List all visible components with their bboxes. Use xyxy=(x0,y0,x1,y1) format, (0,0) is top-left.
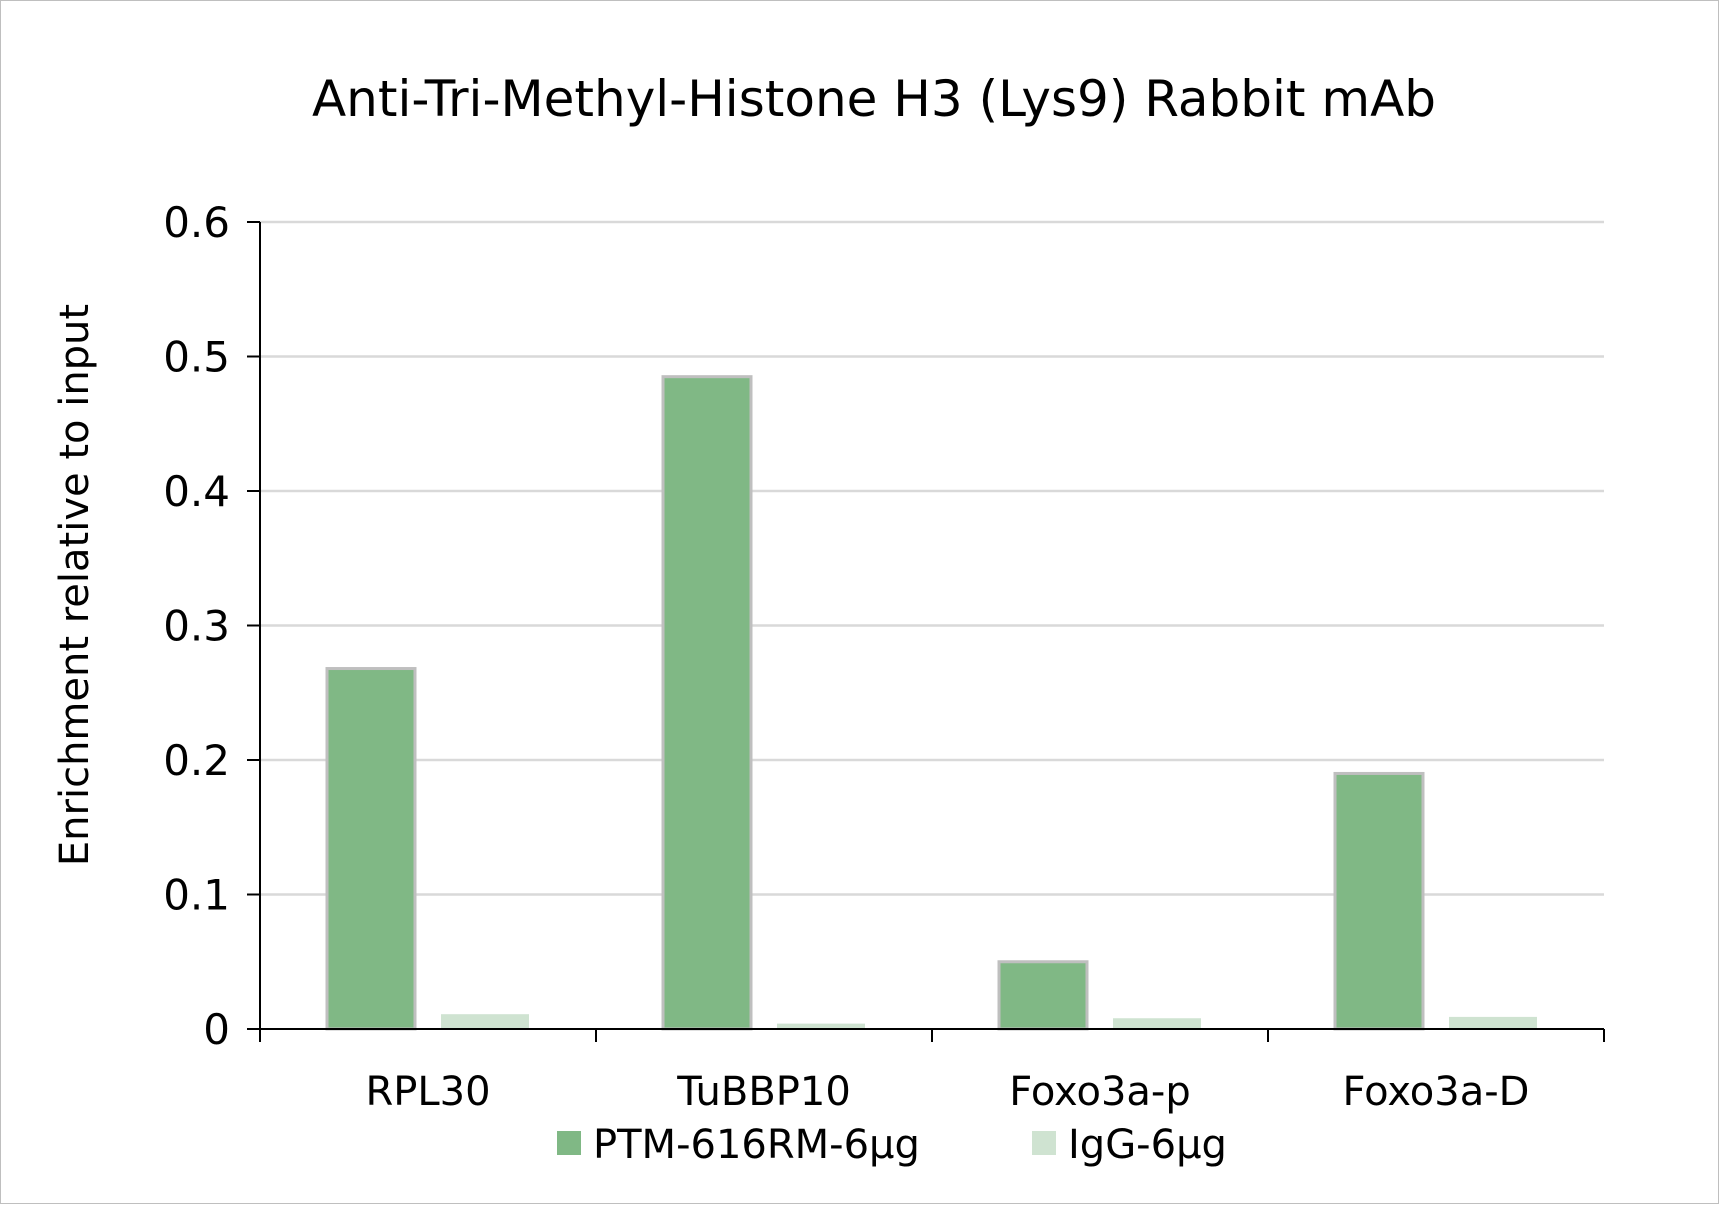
legend-swatch xyxy=(557,1131,581,1155)
bar-series2-rpl30 xyxy=(441,1014,529,1029)
bar-series2-foxo3a-d xyxy=(1449,1016,1537,1029)
bar-series2-foxo3a-p xyxy=(1113,1018,1201,1029)
bar-series1-rpl30 xyxy=(325,667,417,1031)
x-category-label: RPL30 xyxy=(365,1069,490,1115)
legend-label: PTM-616RM-6μg xyxy=(593,1122,920,1168)
y-tick-label: 0.2 xyxy=(163,736,230,785)
y-tick-label: 0.3 xyxy=(163,602,230,651)
x-category-labels: RPL30 TuBBP10 Foxo3a-p Foxo3a-D xyxy=(365,1069,1529,1115)
y-tick-labels: 0 0.1 0.2 0.3 0.4 0.5 0.6 xyxy=(163,198,230,1054)
bar-series1-foxo3a-d xyxy=(1333,771,1425,1031)
y-tick-label: 0.5 xyxy=(163,333,230,382)
y-tick-label: 0 xyxy=(203,1005,230,1054)
x-category-label: TuBBP10 xyxy=(676,1069,851,1115)
legend: PTM-616RM-6μg IgG-6μg xyxy=(557,1122,1227,1168)
legend-label: IgG-6μg xyxy=(1068,1122,1227,1168)
bars xyxy=(325,375,1537,1031)
bar-series2-tubbp10 xyxy=(777,1023,865,1029)
y-tick-label: 0.4 xyxy=(163,467,230,516)
legend-swatch xyxy=(1032,1131,1056,1155)
x-category-label: Foxo3a-D xyxy=(1343,1069,1530,1115)
y-tick-label: 0.1 xyxy=(163,871,230,920)
bar-series1-foxo3a-p xyxy=(997,960,1089,1031)
y-axis-label: Enrichment relative to input xyxy=(52,304,98,866)
y-tick-label: 0.6 xyxy=(163,198,230,247)
bar-series1-tubbp10 xyxy=(661,375,753,1031)
axes xyxy=(247,221,1605,1042)
chart-title: Anti-Tri-Methyl-Histone H3 (Lys9) Rabbit… xyxy=(312,70,1436,128)
x-category-label: Foxo3a-p xyxy=(1009,1069,1191,1115)
